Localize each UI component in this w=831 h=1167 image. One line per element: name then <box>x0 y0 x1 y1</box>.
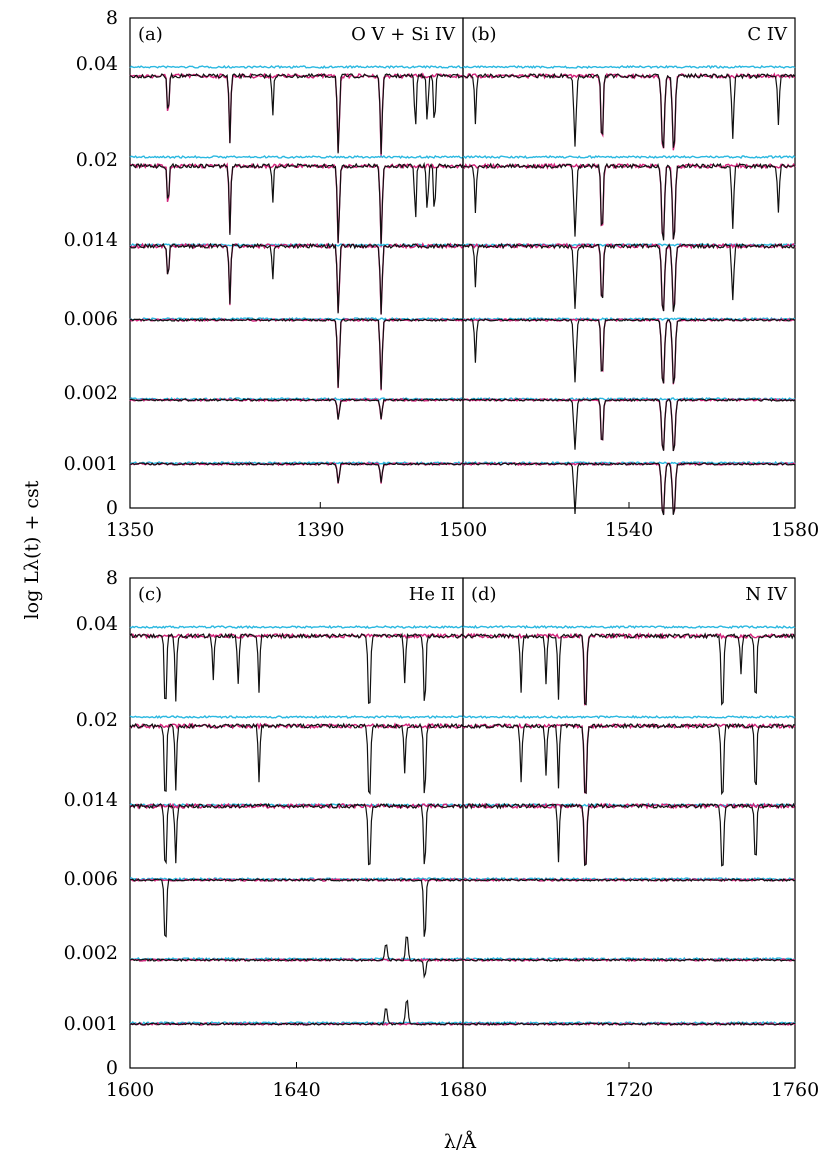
ion-label: He II <box>409 584 455 605</box>
spectrum-black-age-0.014 <box>129 802 464 866</box>
y-tick-label: 0.001 <box>64 1013 118 1035</box>
spectrum-black-age-0.006 <box>462 318 796 384</box>
spectrum-black-age-0.014 <box>462 802 796 867</box>
spectrum-magenta-age-0.014 <box>462 802 796 866</box>
x-tick-label: 1600 <box>106 1079 154 1101</box>
spectrum-black-age-0.001 <box>129 462 464 484</box>
x-tick-label: 1760 <box>771 1079 819 1101</box>
spectrum-black-age-0.006 <box>130 878 464 938</box>
y-tick-label: 0.001 <box>64 453 118 475</box>
y-tick-label: 8 <box>106 567 118 589</box>
y-tick-label: 0 <box>106 497 118 519</box>
ion-label: C IV <box>747 24 788 45</box>
spectrum-cyan-age-0.04 <box>462 624 796 630</box>
panel-d: 1680 1720 1760 (d) N IV <box>439 577 819 1101</box>
spectrum-magenta-age-0.006 <box>129 317 464 391</box>
spectrum-magenta-age-0.006 <box>463 318 796 385</box>
spectrum-black-age-0.014 <box>129 242 464 315</box>
panel-frame <box>462 577 796 1069</box>
spectrum-cyan-age-0.04 <box>129 624 464 630</box>
panel-c: 1600 1640 8 0.04 0.02 0.014 0.006 0.002 0.001 0 (c… <box>64 567 464 1101</box>
spectrum-magenta-age-0.002 <box>462 397 796 452</box>
spectrum-magenta-age-0.001 <box>462 461 796 515</box>
x-tick-label: 1390 <box>296 519 344 541</box>
spectrum-black-age-0.001 <box>129 999 463 1026</box>
spectrum-black-age-0.04 <box>129 632 464 704</box>
spectrum-cyan-age-0.02 <box>129 154 464 160</box>
spectrum-black-age-0.02 <box>462 162 796 241</box>
y-tick-label: 0.014 <box>64 229 118 251</box>
x-tick-label: 1680 <box>439 1079 487 1101</box>
spectrum-black-age-0.014 <box>462 242 796 312</box>
chart-panels: 1350 1390 8 0.04 0.02 0.014 0.006 0.002 0.001 0 (a… <box>64 7 820 1101</box>
panel-b: 1500 1540 1580 (b) C IV <box>439 17 819 541</box>
panel-frame <box>129 17 464 509</box>
y-tick-label: 0.002 <box>64 942 118 964</box>
y-tick-label: 0 <box>106 1057 118 1079</box>
spectrum-black-age-0.04 <box>129 72 464 155</box>
spectrum-magenta-age-0.02 <box>462 722 796 794</box>
spectrum-cyan-age-0.04 <box>462 64 796 70</box>
spectrum-magenta-age-0.04 <box>129 72 464 158</box>
spectrum-cyan-age-0.006 <box>129 316 464 321</box>
spectrum-magenta-age-0.001 <box>130 462 464 484</box>
spectrum-black-age-0.02 <box>129 161 464 246</box>
spectrum-magenta-age-0.014 <box>462 242 796 311</box>
panel-frame <box>129 577 464 1069</box>
y-tick-label: 0.014 <box>64 789 118 811</box>
spectrum-cyan-age-0.02 <box>129 714 464 719</box>
spectrum-black-age-0.02 <box>129 722 464 796</box>
x-tick-label: 1640 <box>272 1079 320 1101</box>
x-tick-label: 1500 <box>439 519 487 541</box>
spectrum-black-age-0.001 <box>462 1022 796 1026</box>
y-tick-label: 0.02 <box>76 149 118 171</box>
spectrum-cyan-age-0.002 <box>462 956 796 962</box>
panel-a: 1350 1390 8 0.04 0.02 0.014 0.006 0.002 0.001 0 (a… <box>64 7 464 541</box>
panel-label: (c) <box>138 584 162 605</box>
panel-label: (b) <box>471 24 497 45</box>
spectrum-black-age-0.002 <box>462 398 796 452</box>
y-axis-title: log Lλ(t) + cst <box>21 480 43 619</box>
y-tick-label: 0.04 <box>76 53 118 75</box>
x-tick-label: 1720 <box>605 1079 653 1101</box>
spectrum-cyan-age-0.04 <box>129 65 464 70</box>
spectrum-black-age-0.001 <box>462 462 796 516</box>
spectrum-magenta-age-0.014 <box>129 242 464 315</box>
spectrum-magenta-age-0.04 <box>462 632 796 706</box>
spectrum-black-age-0.002 <box>130 398 464 420</box>
spectrum-magenta-age-0.04 <box>462 72 796 151</box>
panel-label: (d) <box>471 584 497 605</box>
y-tick-label: 0.02 <box>76 709 118 731</box>
x-tick-label: 1350 <box>106 519 154 541</box>
spectrum-black-age-0.006 <box>462 878 796 882</box>
spectrum-black-age-0.04 <box>462 72 796 149</box>
ion-label: O V + Si IV <box>351 24 456 45</box>
panel-label: (a) <box>138 24 163 45</box>
spectrum-cyan-age-0.02 <box>462 155 796 160</box>
spectrum-black-age-0.002 <box>463 958 796 962</box>
x-axis-title: λ/Å <box>444 1131 476 1153</box>
spectrum-black-age-0.006 <box>129 318 464 390</box>
x-tick-label: 1540 <box>605 519 653 541</box>
y-tick-label: 8 <box>106 7 118 29</box>
y-tick-label: 0.006 <box>64 868 118 890</box>
spectrum-cyan-age-0.02 <box>462 714 796 720</box>
ion-label: N IV <box>745 584 788 605</box>
spectrum-black-age-0.002 <box>129 936 464 979</box>
spectrum-magenta-age-0.002 <box>129 957 464 963</box>
spectrum-magenta-age-0.002 <box>129 398 464 420</box>
spectrum-magenta-age-0.02 <box>462 162 796 240</box>
y-tick-label: 0.002 <box>64 382 118 404</box>
spectrum-black-age-0.04 <box>462 632 796 706</box>
x-tick-label: 1580 <box>771 519 819 541</box>
y-tick-label: 0.006 <box>64 308 118 330</box>
spectrum-black-age-0.02 <box>462 722 796 796</box>
y-tick-label: 0.04 <box>76 613 118 635</box>
panel-frame <box>462 17 796 509</box>
